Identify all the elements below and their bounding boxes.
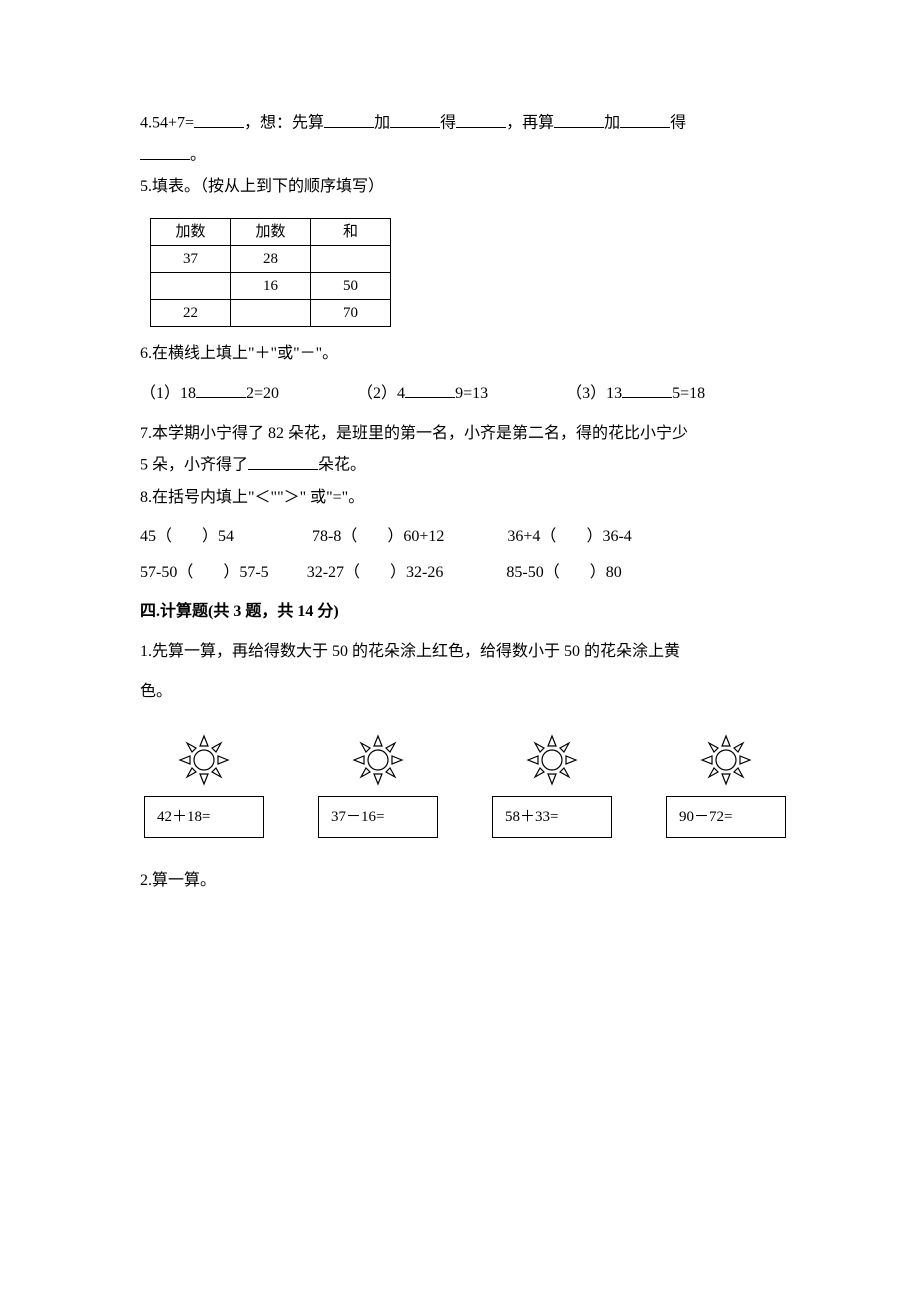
cell: 50 (311, 272, 391, 299)
q8-b: ）57-5 (223, 564, 268, 581)
blank[interactable] (196, 381, 246, 399)
sun-icon (522, 730, 582, 790)
flower-item: 58＋33= (482, 730, 622, 838)
sun-icon (348, 730, 408, 790)
q6-item: （3）13 5=18 (566, 385, 705, 402)
q8-a: 85-50（ (506, 564, 559, 581)
q8-item: 45（ ）54 (140, 528, 234, 545)
q8-item: 85-50（ ）80 (506, 564, 621, 581)
flower-expr[interactable]: 37－16= (318, 796, 438, 838)
blank[interactable] (620, 110, 670, 128)
q4-prefix: 4.54+7= (140, 115, 194, 132)
q8-title: 8.在括号内填上"＜""＞" 或"="。 (140, 485, 790, 511)
flower-item: 37－16= (308, 730, 448, 838)
q6-label: （3）13 (566, 385, 622, 402)
q8-a: 45（ (140, 528, 172, 545)
calc1-l2: 色。 (140, 675, 790, 709)
flower-item: 42＋18= (134, 730, 274, 838)
table-row: 22 70 (151, 299, 391, 326)
q8-item: 36+4（ ）36-4 (507, 528, 631, 545)
q8-row2: 57-50（ ）57-5 32-27（ ）32-26 85-50（ ）80 (140, 560, 790, 586)
q6-title: 6.在横线上填上"＋"或"－"。 (140, 341, 790, 367)
cell: 16 (231, 272, 311, 299)
q6-items: （1）18 2=20 （2）4 9=13 （3）13 5=18 (140, 381, 790, 407)
q8-item: 78-8（ ）60+12 (312, 528, 444, 545)
q8-a: 78-8（ (312, 528, 357, 545)
q7-l2a: 5 朵，小齐得了 (140, 457, 248, 474)
q8-b: ）36-4 (586, 528, 631, 545)
q8-b: ）80 (590, 564, 622, 581)
th: 和 (311, 218, 391, 245)
sun-icon (174, 730, 234, 790)
sun-icon (696, 730, 756, 790)
flower-expr[interactable]: 90－72= (666, 796, 786, 838)
calc2-title: 2.算一算。 (140, 868, 790, 894)
flower-expr[interactable]: 58＋33= (492, 796, 612, 838)
q5-title: 5.填表。（按从上到下的顺序填写） (140, 174, 790, 200)
flower-item: 90－72= (656, 730, 796, 838)
q4-line1: 4.54+7= ，想：先算 加 得 ，再算 加 得 (140, 110, 790, 136)
cell: 70 (311, 299, 391, 326)
q8-b: ）32-26 (390, 564, 443, 581)
q8-row1: 45（ ）54 78-8（ ）60+12 36+4（ ）36-4 (140, 524, 790, 550)
q7-line1: 7.本学期小宁得了 82 朵花，是班里的第一名，小齐是第二名，得的花比小宁少 (140, 421, 790, 447)
cell: 22 (151, 299, 231, 326)
blank[interactable] (324, 110, 374, 128)
cell: 28 (231, 245, 311, 272)
cell-blank[interactable] (231, 299, 311, 326)
th: 加数 (151, 218, 231, 245)
q4-t1: ，想：先算 (244, 115, 324, 132)
q6-label: （1）18 (140, 385, 196, 402)
blank[interactable] (405, 381, 455, 399)
q8-a: 57-50（ (140, 564, 193, 581)
q6-label: （2）4 (357, 385, 405, 402)
q8-b: ）60+12 (387, 528, 444, 545)
cell-blank[interactable] (311, 245, 391, 272)
blank[interactable] (622, 381, 672, 399)
q7-l2b: 朵花。 (318, 457, 366, 474)
th: 加数 (231, 218, 311, 245)
q8-a: 32-27（ (307, 564, 360, 581)
table-row: 16 50 (151, 272, 391, 299)
blank[interactable] (140, 142, 190, 160)
table-header-row: 加数 加数 和 (151, 218, 391, 245)
q4-t4: ，再算 (506, 115, 554, 132)
calc1-l1: 1.先算一算，再给得数大于 50 的花朵涂上红色，给得数小于 50 的花朵涂上黄 (140, 635, 790, 669)
q4-t7: 。 (190, 147, 206, 164)
blank[interactable] (248, 452, 318, 470)
q4-t2: 加 (374, 115, 390, 132)
flower-row: 42＋18= 37－16= (130, 730, 800, 838)
q5-table: 加数 加数 和 37 28 16 50 22 70 (150, 218, 391, 327)
flower-expr[interactable]: 42＋18= (144, 796, 264, 838)
blank[interactable] (554, 110, 604, 128)
q8-a: 36+4（ (507, 528, 556, 545)
q8-b: ）54 (202, 528, 234, 545)
cell: 37 (151, 245, 231, 272)
q6-item: （1）18 2=20 (140, 385, 283, 402)
q6-rhs: 2=20 (246, 385, 279, 402)
q4-t3: 得 (440, 115, 456, 132)
blank[interactable] (456, 110, 506, 128)
table-row: 37 28 (151, 245, 391, 272)
q4-t6: 得 (670, 115, 686, 132)
q7-line2: 5 朵，小齐得了 朵花。 (140, 452, 790, 478)
q6-rhs: 9=13 (455, 385, 488, 402)
blank[interactable] (194, 110, 244, 128)
q8-item: 32-27（ ）32-26 (307, 564, 444, 581)
q4-line2: 。 (140, 142, 790, 168)
q6-item: （2）4 9=13 (357, 385, 492, 402)
worksheet-page: 4.54+7=，想：先算加得，再算加得 。 5.填表。（按从上到下的顺序填写） … (0, 0, 920, 940)
q8-item: 57-50（ ）57-5 (140, 564, 269, 581)
section4-title: 四.计算题(共 3 题，共 14 分) (140, 599, 790, 625)
cell-blank[interactable] (151, 272, 231, 299)
blank[interactable] (390, 110, 440, 128)
q6-rhs: 5=18 (672, 385, 705, 402)
q4-t5: 加 (604, 115, 620, 132)
